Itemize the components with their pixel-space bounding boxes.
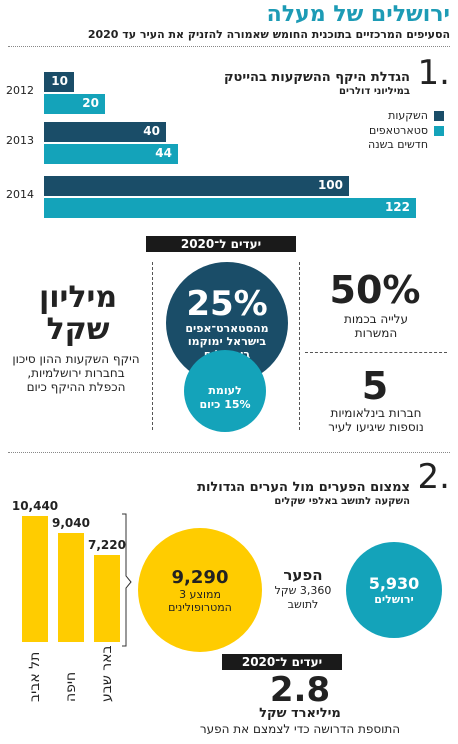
left-description: היקף השקעות ההון סיכון בחברות ירושלמיות,… xyxy=(12,352,140,394)
divider-right-horizontal xyxy=(305,352,447,353)
small-circle-text: לעומת 15% כיום xyxy=(199,384,251,411)
metro-value: 9,290 xyxy=(171,566,229,588)
bar-value-label: 20 xyxy=(82,96,99,110)
city-bar xyxy=(94,555,120,642)
goals2-description: התוספת הדרושה כדי לצמצם את הפער xyxy=(199,722,401,736)
city-value-label: 7,220 xyxy=(88,538,126,552)
small-circle: לעומת 15% כיום xyxy=(184,350,266,432)
year-label-2014: 2014 xyxy=(6,188,34,201)
legend-label-startups-2: חדשים בשנה xyxy=(368,138,428,151)
page-subtitle: הסעיפים המרכזיים בתוכנית החומש שאמורה לה… xyxy=(87,28,450,41)
section2-number: 2. xyxy=(417,457,450,497)
bar-value-label: 44 xyxy=(155,146,172,160)
bar-2014-series-1: 100 xyxy=(44,176,349,196)
city-value-label: 10,440 xyxy=(11,499,59,513)
legend-swatch-investments xyxy=(434,111,444,121)
bar-value-label: 100 xyxy=(317,178,343,192)
jobs-description: עלייה בכמות המשרות xyxy=(344,312,408,340)
bar-2012-series-2: 20 xyxy=(44,94,105,114)
section1-heading: הגדלת היקף ההשקעות בהייטק xyxy=(223,70,410,85)
metro-circle: 9,290 ממוצע 3 המטרופולינים xyxy=(138,528,262,652)
section1-subheading: במיליוני דולרים xyxy=(339,86,410,97)
bar-2014-series-2: 122 xyxy=(44,198,416,218)
investment-bar-chart: 2012 10 20 2013 40 44 2014 100 122 xyxy=(0,72,458,222)
jerusalem-circle: 5,930 ירושלים xyxy=(346,542,442,638)
header-divider xyxy=(8,46,450,47)
bar-2013-series-1: 40 xyxy=(44,122,166,142)
year-label-2013: 2013 xyxy=(6,134,34,147)
city-bar xyxy=(22,516,48,642)
divider-left xyxy=(152,262,153,430)
jerusalem-name: ירושלים xyxy=(374,593,414,606)
companies-description: חברות בינלאומיות נוספות שיגיעו לעיר xyxy=(328,406,424,434)
gap-description: 3,360 שקל לתושב xyxy=(274,584,332,611)
bracket xyxy=(122,513,132,647)
jerusalem-value: 5,930 xyxy=(368,574,420,593)
companies-count: 5 xyxy=(361,364,389,408)
legend-swatch-startups xyxy=(434,126,444,136)
city-value-label: 9,040 xyxy=(52,516,90,530)
year-label-2012: 2012 xyxy=(6,84,34,97)
goals-2020-label: יעדים ל־2020 xyxy=(146,236,296,252)
goals2-big-figure: 2.8 xyxy=(269,670,331,710)
city-name-label: תל אביב xyxy=(27,651,43,702)
city-bar-chart: 10,440 תל אביב 9,040 חיפה 7,220 באר שבע xyxy=(0,499,140,702)
legend-label-investments: השקעות xyxy=(388,109,428,122)
bar-2013-series-2: 44 xyxy=(44,144,178,164)
gap-title: הפער xyxy=(283,566,323,584)
legend-label-startups: סטארטאפים xyxy=(369,124,428,137)
goals2-label: יעדים ל־2020 xyxy=(222,654,342,670)
left-big-figure: מיליון שקל xyxy=(38,280,118,347)
center-percentage: 25% xyxy=(186,283,268,324)
bar-value-label: 40 xyxy=(143,124,160,138)
city-name-label: חיפה xyxy=(63,671,79,702)
page-title: ירושלים של מעלה xyxy=(266,2,450,27)
goals2-big-label: מיליארד שקל xyxy=(259,706,341,721)
section-divider xyxy=(8,452,450,453)
bar-2012-series-1: 10 xyxy=(44,72,74,92)
bar-value-label: 122 xyxy=(384,200,410,214)
city-bar xyxy=(58,533,84,642)
metro-description: ממוצע 3 המטרופולינים xyxy=(168,587,232,614)
section2-heading: צמצום הפערים מול הערים הגדולות xyxy=(197,480,410,495)
section1-number: 1. xyxy=(417,53,450,93)
jobs-percentage: 50% xyxy=(329,268,421,312)
bar-value-label: 10 xyxy=(51,74,68,88)
divider-right xyxy=(299,262,300,430)
city-name-label: באר שבע xyxy=(99,645,115,702)
section2-subheading: השקעה לתושב באלפי שקלים xyxy=(274,496,410,507)
